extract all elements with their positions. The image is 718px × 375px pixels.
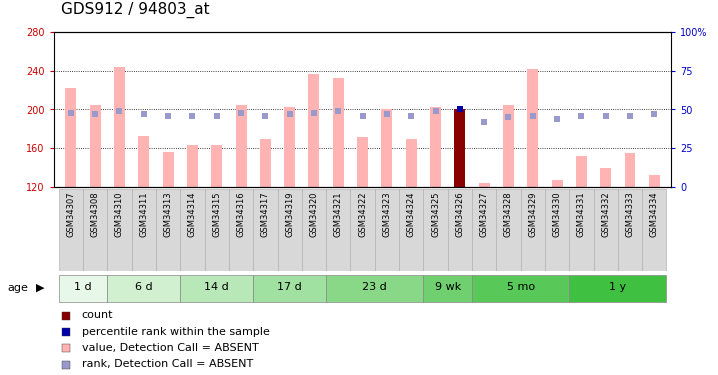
Text: age: age (7, 283, 28, 293)
Text: 23 d: 23 d (363, 282, 387, 292)
Bar (260, 138, 271, 187)
Bar (642, 189, 666, 271)
Bar (139, 136, 149, 187)
Text: GSM34316: GSM34316 (236, 192, 246, 237)
Bar (600, 168, 611, 187)
Text: rank, Detection Call = ABSENT: rank, Detection Call = ABSENT (82, 360, 253, 369)
Text: 14 d: 14 d (205, 282, 229, 292)
Bar (59, 274, 107, 302)
Text: GSM34320: GSM34320 (309, 192, 319, 237)
Bar (236, 105, 246, 187)
Bar (326, 189, 350, 271)
Bar (107, 274, 180, 302)
Bar (448, 189, 472, 271)
Bar (424, 189, 448, 271)
Bar (83, 189, 107, 271)
Bar (625, 153, 635, 187)
Bar (357, 136, 368, 187)
Bar (381, 110, 392, 187)
Bar (302, 189, 326, 271)
Bar (430, 106, 441, 187)
Text: GSM34317: GSM34317 (261, 192, 270, 237)
Bar (326, 274, 424, 302)
Bar (114, 67, 125, 187)
Bar (156, 189, 180, 271)
Text: 9 wk: 9 wk (434, 282, 461, 292)
Bar (472, 274, 569, 302)
Text: GSM34334: GSM34334 (650, 192, 659, 237)
Text: GSM34329: GSM34329 (528, 192, 537, 237)
Text: GSM34324: GSM34324 (406, 192, 416, 237)
Text: GSM34321: GSM34321 (334, 192, 342, 237)
Bar (229, 189, 253, 271)
Bar (65, 88, 76, 187)
Bar (551, 180, 562, 187)
Text: percentile rank within the sample: percentile rank within the sample (82, 327, 269, 337)
Bar (350, 189, 375, 271)
Text: GSM34330: GSM34330 (553, 192, 561, 237)
Text: GSM34332: GSM34332 (601, 192, 610, 237)
Text: ▶: ▶ (36, 283, 45, 293)
Bar (406, 138, 416, 187)
Bar (107, 189, 131, 271)
Bar (649, 176, 660, 187)
Text: 6 d: 6 d (135, 282, 153, 292)
Bar (576, 156, 587, 187)
Bar (309, 74, 320, 187)
Bar (211, 146, 222, 187)
Bar (59, 189, 83, 271)
Bar (618, 189, 642, 271)
Bar (424, 274, 472, 302)
Bar (90, 105, 101, 187)
Text: GSM34325: GSM34325 (431, 192, 440, 237)
Text: GSM34322: GSM34322 (358, 192, 367, 237)
Bar (569, 189, 594, 271)
Bar (503, 105, 514, 187)
Text: GSM34311: GSM34311 (139, 192, 149, 237)
Bar (205, 189, 229, 271)
Bar (375, 189, 399, 271)
Bar (472, 189, 496, 271)
Bar (594, 189, 618, 271)
Bar (277, 189, 302, 271)
Bar (284, 106, 295, 187)
Bar (527, 69, 538, 187)
Text: GSM34328: GSM34328 (504, 192, 513, 237)
Bar (187, 146, 198, 187)
Text: 5 mo: 5 mo (506, 282, 535, 292)
Text: value, Detection Call = ABSENT: value, Detection Call = ABSENT (82, 344, 258, 353)
Text: GSM34315: GSM34315 (213, 192, 221, 237)
Text: 1 d: 1 d (74, 282, 92, 292)
Text: GSM34326: GSM34326 (455, 192, 465, 237)
Text: 1 y: 1 y (610, 282, 626, 292)
Text: GSM34307: GSM34307 (66, 192, 75, 237)
Text: GDS912 / 94803_at: GDS912 / 94803_at (61, 2, 210, 18)
Bar (131, 189, 156, 271)
Bar (253, 274, 326, 302)
Bar (454, 110, 465, 187)
Bar (545, 189, 569, 271)
Bar (163, 152, 174, 187)
Text: GSM34323: GSM34323 (383, 192, 391, 237)
Bar (479, 183, 490, 187)
Bar (521, 189, 545, 271)
Text: 17 d: 17 d (277, 282, 302, 292)
Text: GSM34310: GSM34310 (115, 192, 124, 237)
Bar (496, 189, 521, 271)
Bar (569, 274, 666, 302)
Bar (333, 78, 344, 187)
Text: GSM34319: GSM34319 (285, 192, 294, 237)
Text: GSM34313: GSM34313 (164, 192, 172, 237)
Text: GSM34308: GSM34308 (90, 192, 100, 237)
Text: count: count (82, 310, 113, 321)
Bar (180, 274, 253, 302)
Text: GSM34327: GSM34327 (480, 192, 489, 237)
Text: GSM34314: GSM34314 (188, 192, 197, 237)
Text: GSM34331: GSM34331 (577, 192, 586, 237)
Bar (253, 189, 277, 271)
Bar (399, 189, 424, 271)
Text: GSM34333: GSM34333 (625, 192, 635, 237)
Bar (180, 189, 205, 271)
